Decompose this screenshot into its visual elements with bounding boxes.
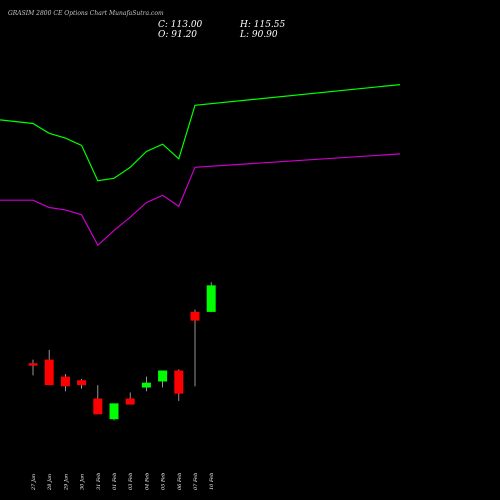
x-tick-label: 30 Jan (80, 474, 86, 490)
x-tick-label: 05 Feb (161, 473, 167, 490)
x-tick-label: 04 Feb (144, 473, 150, 490)
candle-body (125, 398, 135, 405)
candle-body (206, 285, 216, 312)
x-tick-label: 31 Feb (96, 473, 102, 490)
candle-body (190, 311, 200, 321)
candle-body (28, 363, 38, 366)
x-tick-label: 01 Feb (112, 473, 118, 490)
upper-band-line (0, 84, 401, 182)
candle-body (44, 359, 54, 386)
x-tick-label: 06 Feb (177, 473, 183, 490)
candle-body (174, 370, 184, 394)
low-value: L: 90.90 (240, 30, 278, 40)
high-value: H: 115.55 (240, 20, 286, 30)
x-tick-label: 03 Feb (128, 473, 134, 490)
x-tick-label: 07 Feb (193, 473, 199, 490)
x-tick-label: 27 Jan (31, 474, 37, 491)
x-tick-label: 28 Jan (47, 474, 53, 491)
chart-title: GRASIM 2800 CE Options Chart MunafaSutra… (8, 10, 164, 17)
candle-body (93, 398, 103, 415)
candle-body (141, 382, 151, 388)
candle-body (109, 403, 119, 420)
x-tick-label: 29 Jan (63, 474, 69, 491)
lower-band-line (0, 153, 401, 247)
candle-body (77, 380, 87, 386)
candle-body (60, 376, 70, 387)
candle-body (158, 370, 168, 382)
x-tick-label: 10 Feb (209, 473, 215, 490)
open-value: O: 91.20 (158, 30, 198, 40)
close-value: C: 113.00 (158, 20, 203, 30)
